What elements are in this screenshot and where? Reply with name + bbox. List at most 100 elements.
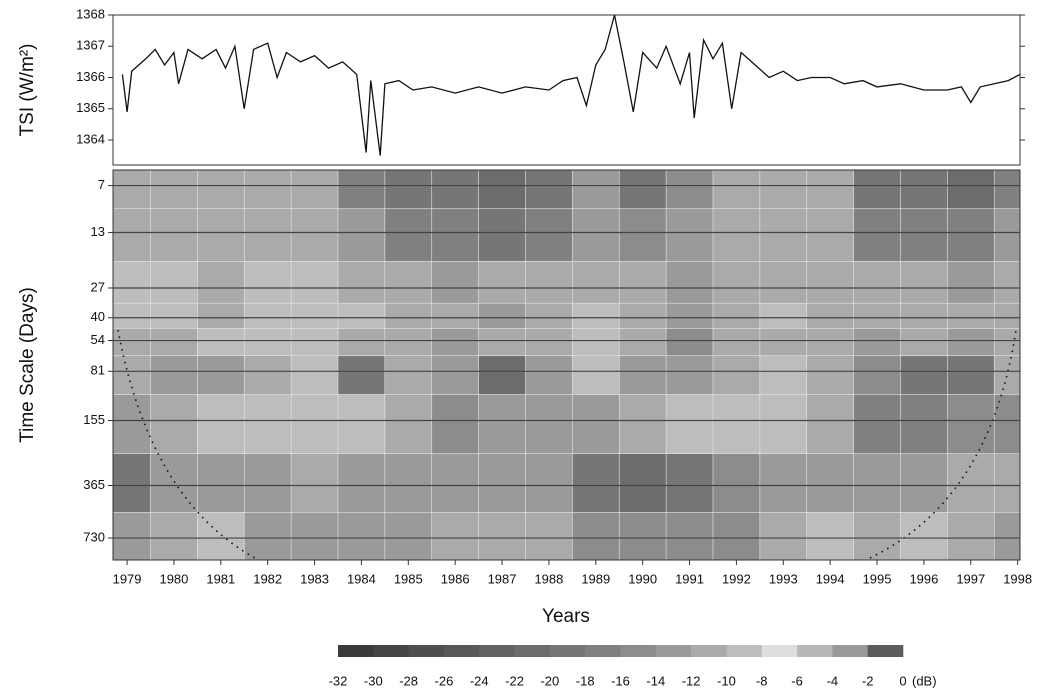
x-tick-label: 1989 [581,571,610,586]
heatmap-cell [665,355,714,396]
heatmap-cell [337,170,386,210]
heatmap-cell [243,512,292,560]
cone-of-influence [117,329,1017,559]
heatmap-cell [290,328,339,357]
colorbar-swatch [761,645,798,657]
heatmap-cell [759,328,808,357]
heatmap-cell [759,453,808,514]
y-axis-title: TSI (W/m²) [17,44,38,137]
heatmap-cell [572,394,621,455]
heatmap-cell [712,208,761,263]
heatmap-cell [290,170,339,210]
heatmap-cell [337,394,386,455]
y-tick-label: 1366 [76,69,105,84]
heatmap-cell [384,394,433,455]
colorbar-swatch [797,645,833,657]
heatmap-cell [618,453,667,514]
heatmap-cell [900,328,949,357]
heatmap-cell [478,328,527,357]
heatmap-cell [290,453,339,514]
heatmap-cell [431,355,480,396]
heatmap-cell [900,453,949,514]
heatmap-cell [525,453,574,514]
y-tick-label: 81 [91,363,105,378]
x-tick-label: 1988 [534,571,563,586]
heatmap-cell [947,453,996,514]
y-tick-label: 40 [91,309,105,324]
heatmap-cell [150,328,199,357]
heatmap-cell [243,394,292,455]
heatmap-cell [759,261,808,304]
y-tick-label: 730 [83,529,105,544]
heatmap-cell [150,208,199,263]
heatmap-cell [478,302,527,330]
heatmap-cell [806,302,855,330]
colorbar-tick-label: -8 [756,673,768,688]
heatmap-cell [478,453,527,514]
x-tick-label: 1996 [909,571,938,586]
heatmap-cell [478,170,527,210]
x-tick-label: 1997 [956,571,985,586]
y-tick-label: 1368 [76,6,105,21]
heatmap-cell [431,208,480,263]
colorbar-tick-label: 0 [899,673,906,688]
heatmap-cell [150,453,199,514]
heatmap-cell [337,512,386,560]
heatmap-cell [947,512,996,560]
y-tick-label: 54 [91,332,105,347]
heatmap-cell [384,170,433,210]
colorbar-tick-label: -6 [791,673,803,688]
heatmap-cell [947,208,996,263]
heatmap-cell [712,453,761,514]
heatmap-cell [431,261,480,304]
heatmap-cell [759,355,808,396]
colorbar-tick-label: -28 [399,673,418,688]
heatmap-cell [113,512,152,560]
y-tick-label: 13 [91,224,105,239]
heatmap-cell [290,394,339,455]
heatmap-cell [853,170,902,210]
x-tick-label: 1981 [206,571,235,586]
heatmap-cell [478,394,527,455]
heatmap-cell [806,170,855,210]
heatmap-cell [431,394,480,455]
heatmap-cell [384,302,433,330]
heatmap-cell [853,302,902,330]
heatmap-cell [431,170,480,210]
x-tick-label: 1994 [816,571,845,586]
x-tick-label: 1986 [441,571,470,586]
heatmap-cell [712,355,761,396]
heatmap-cell [947,355,996,396]
colorbar-swatch [726,645,763,657]
heatmap-cell [243,302,292,330]
x-tick-label: 1979 [113,571,142,586]
heatmap-cell [853,394,902,455]
heatmap-cell [853,208,902,263]
x-tick-label: 1993 [769,571,798,586]
x-tick-label: 1982 [253,571,282,586]
colorbar-tick-label: -20 [540,673,559,688]
heatmap-cell [993,453,1020,514]
heatmap-cell [665,302,714,330]
heatmap-cell [384,512,433,560]
heatmap-cell [665,512,714,560]
heatmap-cell [113,170,152,210]
heatmap-cell [197,170,246,210]
heatmap-cell [993,355,1020,396]
colorbar-tick-label: -22 [505,673,524,688]
heatmap-cell [993,302,1020,330]
heatmap-cell [572,208,621,263]
heatmap-cell [853,328,902,357]
heatmap-cell [993,328,1020,357]
heatmap-cell [806,208,855,263]
heatmap-cell [113,261,152,304]
colorbar-tick-label: -12 [682,673,701,688]
heatmap-cell [384,453,433,514]
colorbar-tick-label: -32 [329,673,348,688]
colorbar-swatch [549,645,586,657]
heatmap-cell [243,355,292,396]
heatmap-cell [525,208,574,263]
heatmap-cell [197,512,246,560]
heatmap-cell [572,170,621,210]
